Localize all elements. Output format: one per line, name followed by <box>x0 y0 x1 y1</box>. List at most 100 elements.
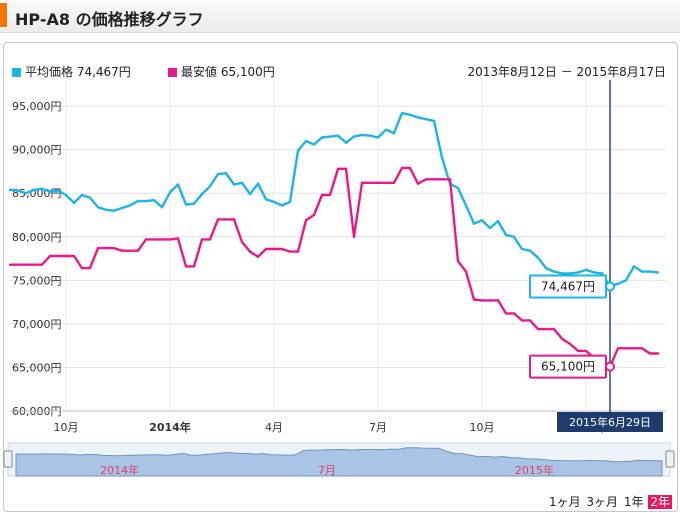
data-point-avg[interactable] <box>88 196 92 199</box>
data-point-min[interactable] <box>96 246 100 250</box>
data-point-min[interactable] <box>152 238 156 241</box>
navigator-handle-left[interactable] <box>3 450 13 468</box>
data-point-min[interactable] <box>248 250 252 253</box>
data-point-avg[interactable] <box>208 185 212 188</box>
data-point-avg[interactable] <box>656 271 660 274</box>
data-point-avg[interactable] <box>144 199 148 203</box>
data-point-min[interactable] <box>480 299 484 302</box>
data-point-avg[interactable] <box>104 208 108 211</box>
data-point-avg[interactable] <box>512 235 516 238</box>
data-point-min[interactable] <box>456 259 460 263</box>
data-point-min[interactable] <box>320 193 324 197</box>
data-point-min[interactable] <box>88 266 92 270</box>
data-point-min[interactable] <box>72 254 76 258</box>
data-point-avg[interactable] <box>440 156 444 159</box>
data-point-min[interactable] <box>424 178 428 181</box>
data-point-avg[interactable] <box>360 133 364 137</box>
data-point-avg[interactable] <box>632 265 636 268</box>
data-point-avg[interactable] <box>48 190 52 193</box>
data-point-min[interactable] <box>584 349 588 353</box>
data-point-min[interactable] <box>336 167 340 171</box>
data-point-avg[interactable] <box>552 270 556 273</box>
data-point-min[interactable] <box>568 342 572 346</box>
data-point-min[interactable] <box>184 265 188 268</box>
data-point-min[interactable] <box>224 218 228 221</box>
data-point-min[interactable] <box>80 266 84 270</box>
data-point-min[interactable] <box>384 181 388 184</box>
data-point-avg[interactable] <box>352 135 356 138</box>
data-point-min[interactable] <box>168 238 172 241</box>
data-point-min[interactable] <box>488 299 492 302</box>
data-point-avg[interactable] <box>472 222 476 225</box>
data-point-min[interactable] <box>232 218 236 221</box>
data-point-min[interactable] <box>624 347 628 350</box>
data-point-min[interactable] <box>496 299 500 302</box>
data-point-min[interactable] <box>56 254 60 258</box>
data-point-avg[interactable] <box>32 188 36 191</box>
data-point-avg[interactable] <box>272 200 276 204</box>
data-point-avg[interactable] <box>576 271 580 274</box>
data-point-min[interactable] <box>376 181 380 184</box>
data-point-min[interactable] <box>360 181 364 184</box>
data-point-avg[interactable] <box>560 272 564 275</box>
data-point-avg[interactable] <box>416 116 420 119</box>
data-point-avg[interactable] <box>152 199 156 202</box>
data-point-min[interactable] <box>512 312 516 315</box>
data-point-min[interactable] <box>296 250 300 253</box>
data-point-min[interactable] <box>64 254 68 258</box>
data-point-avg[interactable] <box>24 192 28 195</box>
data-point-min[interactable] <box>216 218 220 221</box>
data-point-min[interactable] <box>48 254 52 258</box>
data-point-avg[interactable] <box>200 192 204 196</box>
data-point-avg[interactable] <box>536 256 540 259</box>
data-point-min[interactable] <box>448 178 452 181</box>
data-point-avg[interactable] <box>64 193 68 197</box>
data-point-min[interactable] <box>648 352 652 355</box>
data-point-avg[interactable] <box>336 134 340 137</box>
data-point-min[interactable] <box>144 238 148 241</box>
data-point-min[interactable] <box>352 235 356 238</box>
data-point-min[interactable] <box>192 265 196 268</box>
data-point-avg[interactable] <box>112 209 116 212</box>
range-button-1m[interactable]: 1ヶ月 <box>548 495 581 509</box>
data-point-min[interactable] <box>408 166 412 170</box>
data-point-avg[interactable] <box>648 270 652 273</box>
data-point-min[interactable] <box>280 247 284 251</box>
data-point-min[interactable] <box>24 263 28 266</box>
data-point-min[interactable] <box>432 178 436 181</box>
data-point-avg[interactable] <box>296 149 300 152</box>
data-point-min[interactable] <box>552 327 556 331</box>
data-point-avg[interactable] <box>136 199 140 203</box>
data-point-min[interactable] <box>504 312 508 315</box>
data-point-avg[interactable] <box>592 271 596 274</box>
data-point-min[interactable] <box>208 238 212 241</box>
data-point-avg[interactable] <box>400 111 404 115</box>
data-point-avg[interactable] <box>184 203 188 206</box>
data-point-avg[interactable] <box>384 128 388 131</box>
data-point-min[interactable] <box>112 246 116 250</box>
data-point-avg[interactable] <box>288 200 292 204</box>
range-button-1y[interactable]: 1年 <box>623 495 644 509</box>
data-point-min[interactable] <box>160 238 164 241</box>
data-point-avg[interactable] <box>616 282 620 286</box>
data-point-min[interactable] <box>120 249 124 252</box>
data-point-min[interactable] <box>176 237 180 240</box>
data-point-avg[interactable] <box>80 193 84 197</box>
data-point-min[interactable] <box>104 246 108 250</box>
data-point-min[interactable] <box>264 247 268 251</box>
data-point-avg[interactable] <box>224 172 228 175</box>
data-point-avg[interactable] <box>624 279 628 282</box>
data-point-min[interactable] <box>576 349 580 353</box>
data-point-avg[interactable] <box>56 189 60 192</box>
data-point-avg[interactable] <box>128 204 132 207</box>
data-point-avg[interactable] <box>568 272 572 275</box>
data-point-avg[interactable] <box>240 181 244 184</box>
range-button-3m[interactable]: 3ヶ月 <box>586 495 619 509</box>
data-point-min[interactable] <box>272 247 276 251</box>
data-point-avg[interactable] <box>8 188 12 191</box>
data-point-avg[interactable] <box>488 226 492 230</box>
data-point-avg[interactable] <box>216 172 220 176</box>
series-line-min[interactable] <box>10 166 658 368</box>
data-point-min[interactable] <box>392 181 396 184</box>
